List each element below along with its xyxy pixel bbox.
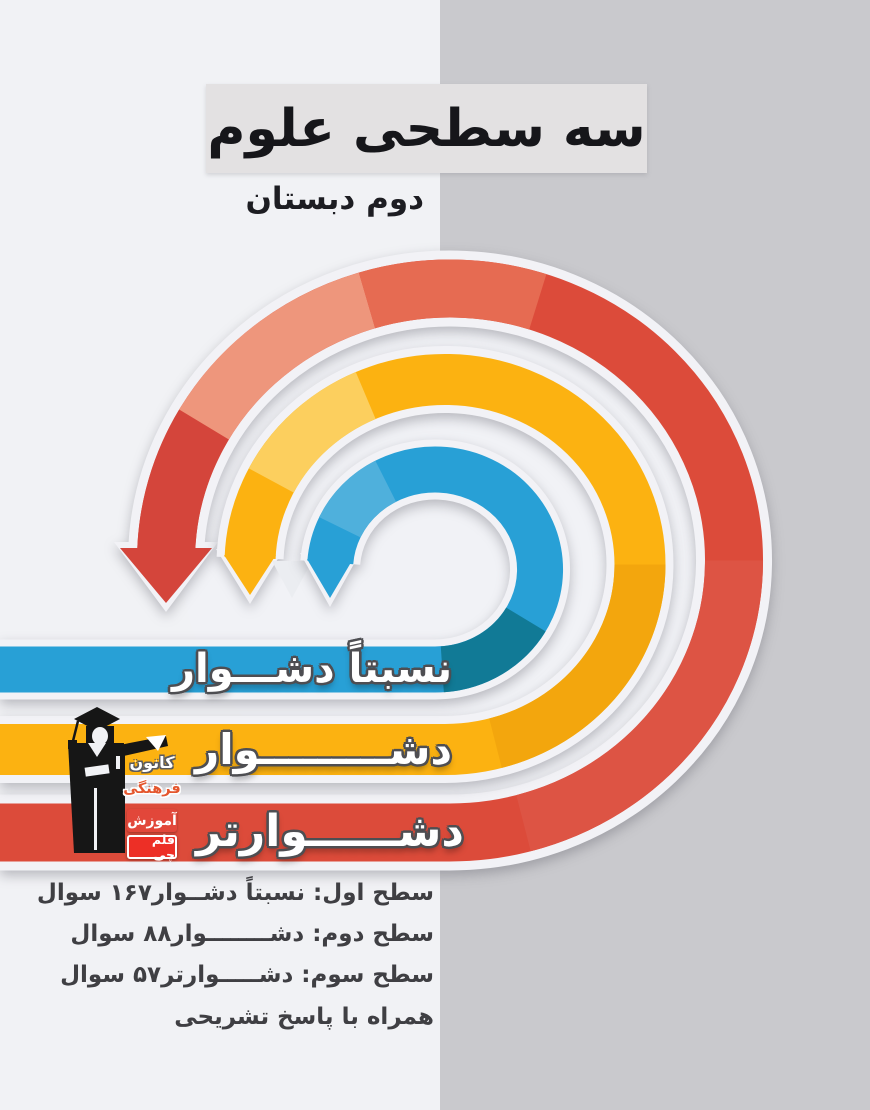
level3-band-label: دشــــــوارتر [196,806,464,857]
level1-detail-label: سطح اول: نسبتاً دشــوار [151,879,434,906]
diploma-scroll [84,764,110,777]
level3-question-count: ۵۷ سوال [60,961,162,988]
blue-arc-segment-teal [440,606,546,693]
level-detail-row: سطح اول: نسبتاً دشــوار ۱۶۷ سوال [37,872,434,913]
graduate-figure [68,707,168,853]
blue-arrow-head [307,559,353,598]
red-arc-segment-salmon [179,272,376,440]
level2-band-label: دشـــــــــوار [195,725,452,774]
collar [88,743,106,757]
red-arc-segment-soft [358,259,547,330]
level1-blue-arc [0,439,570,700]
level-detail-row: سطح سوم: دشـــــوارتر ۵۷ سوال [60,954,434,995]
red-arc-segment-crimson [137,409,230,553]
grade-label: دوم دبستان [245,181,424,217]
level2-detail-label: سطح دوم: دشــــــــوار [171,920,434,947]
level-details: سطح اول: نسبتاً دشــوار ۱۶۷ سوال سطح دوم… [37,872,434,1037]
publisher-line-kanoon: کانون [129,753,175,772]
level2-yellow-arc [0,346,674,783]
pen-bar-notch [116,756,120,769]
level-detail-row: سطح دوم: دشــــــــوار ۸۸ سوال [70,913,434,954]
book-title: سه سطحی علوم [207,98,646,159]
yellow-arc-segment-light [248,372,377,494]
level2-question-count: ۸۸ سوال [70,920,172,947]
level3-red-arc [0,250,773,871]
gown-slit [94,788,97,850]
yellow-arc-segment-dark [488,563,666,768]
red-arc-segment-lower-right [515,560,763,852]
yellow-arrow-head [224,555,276,595]
tassel-cord [71,720,80,742]
level1-question-count: ۱۶۷ سوال [36,879,152,906]
publisher-badge: قلم چی [127,832,177,862]
pen-nib [146,735,166,751]
pen-bar [114,746,125,853]
title-box: سه سطحی علوم [206,84,647,173]
answers-footnote: همراه با پاسخ تشریحی [174,1003,434,1030]
mortarboard-cap [74,707,120,731]
level1-band-label: نسبتاً دشـــوار [171,646,452,692]
level3-detail-label: سطح سوم: دشـــــوارتر [161,961,434,988]
red-arrow-head [120,548,212,603]
face [92,727,108,745]
publisher-line-farhangi: فرهنگی [123,781,181,797]
blue-arc-segment-light [319,460,397,539]
publisher-line-amoozesh: آموزش [127,809,177,832]
ghost-arrow [272,561,312,598]
